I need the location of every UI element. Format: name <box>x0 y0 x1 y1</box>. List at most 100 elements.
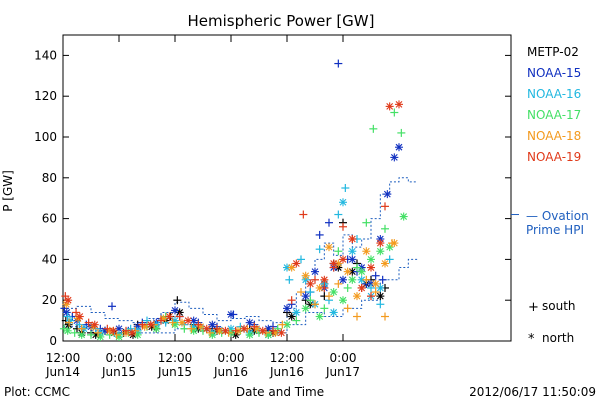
point-north-noaa-19 <box>184 316 193 325</box>
point-north-noaa-17 <box>357 267 366 276</box>
point-south-noaa-18 <box>334 279 343 288</box>
star-d2 <box>176 309 184 316</box>
point-south-noaa-17 <box>381 224 389 233</box>
star-d2 <box>190 327 198 335</box>
chart-title: Hemispheric Power [GW] <box>188 12 375 30</box>
y-tick-label: 0 <box>49 334 57 348</box>
point-north-noaa-16 <box>339 198 347 207</box>
point-south-noaa-17 <box>273 324 282 333</box>
point-south-noaa-17 <box>87 330 95 339</box>
point-north-noaa-19 <box>348 235 357 243</box>
point-north-metp-02 <box>376 292 385 301</box>
star-d2 <box>78 331 86 339</box>
x-tick-label-date: Jun16 <box>213 365 248 379</box>
point-north-noaa-18 <box>371 279 380 288</box>
star-d2 <box>302 292 310 300</box>
point-south-noaa-17 <box>292 316 301 325</box>
point-north-noaa-19 <box>376 239 385 248</box>
point-north-noaa-15 <box>383 190 392 199</box>
point-south-noaa-17 <box>397 128 406 137</box>
point-north-noaa-17 <box>385 243 394 252</box>
point-north-noaa-18 <box>390 239 399 248</box>
star-d2 <box>110 327 117 335</box>
point-south-noaa-17 <box>334 247 343 256</box>
point-south-noaa-18 <box>112 330 121 339</box>
point-north-noaa-19 <box>306 279 315 288</box>
ovation-hpi-line <box>63 177 519 334</box>
point-south-noaa-18 <box>362 275 371 284</box>
point-south-noaa-19 <box>367 292 375 301</box>
ovation-label-line1: — Ovation <box>526 209 589 223</box>
point-south-noaa-18 <box>353 312 361 321</box>
star-d2 <box>372 280 380 288</box>
point-south-noaa-19 <box>320 283 329 292</box>
legend-entry-metp-02: METP-02 <box>527 45 579 59</box>
point-north-noaa-19 <box>240 324 249 333</box>
star-d2 <box>283 321 291 329</box>
south-label: south <box>542 299 576 313</box>
point-north-noaa-17 <box>399 212 408 221</box>
point-north-noaa-17 <box>301 304 310 313</box>
legend-entry-noaa-19: NOAA-19 <box>527 150 581 164</box>
star-d2 <box>171 321 179 329</box>
point-south-noaa-18 <box>187 324 196 333</box>
y-tick-label: 40 <box>42 252 57 266</box>
point-north-noaa-17 <box>315 312 324 321</box>
point-north-noaa-19 <box>367 263 375 272</box>
x-tick-label-time: 0:00 <box>106 351 133 365</box>
point-north-noaa-15 <box>390 153 399 162</box>
point-south-noaa-18 <box>297 288 305 297</box>
point-north-noaa-18 <box>178 318 186 327</box>
point-south-metp-02 <box>173 296 182 305</box>
star-d2 <box>64 327 72 335</box>
point-north-noaa-17 <box>348 275 357 284</box>
point-south-noaa-16 <box>297 255 305 264</box>
star-d2 <box>166 313 173 320</box>
star-d2 <box>344 268 352 276</box>
star-d2 <box>330 260 338 267</box>
point-north-noaa-16 <box>66 316 74 325</box>
star-d2 <box>264 331 272 339</box>
star-d2 <box>339 198 347 206</box>
point-north-noaa-19 <box>385 102 394 111</box>
point-north-noaa-17 <box>339 296 347 305</box>
y-tick-label: 120 <box>34 89 57 103</box>
star-d2 <box>383 190 391 198</box>
star-d2 <box>302 272 310 280</box>
point-north-noaa-19 <box>277 328 286 337</box>
star-d2 <box>253 325 261 333</box>
star-d2 <box>358 268 366 276</box>
ovation-upper-step <box>63 177 418 324</box>
point-south-noaa-15 <box>315 230 324 239</box>
point-north-noaa-17 <box>283 320 291 329</box>
x-tick-label-time: 0:00 <box>218 351 245 365</box>
point-north-noaa-19 <box>146 320 155 329</box>
star-d2 <box>141 323 149 331</box>
star-d2 <box>283 304 291 312</box>
star-d2 <box>376 284 384 292</box>
star-d2 <box>367 256 375 263</box>
point-north-noaa-19 <box>90 320 99 329</box>
point-south-noaa-18 <box>381 312 389 321</box>
point-north-noaa-17 <box>329 288 338 297</box>
x-tick-label-time: 12:00 <box>158 351 193 365</box>
star-d2 <box>96 333 104 341</box>
star-d2 <box>348 247 356 255</box>
star-d2 <box>353 292 361 300</box>
star-d2 <box>330 288 338 296</box>
point-north-noaa-15 <box>62 308 71 317</box>
point-south-noaa-16 <box>334 210 343 219</box>
legend: METP-02 NOAA-15 NOAA-16 NOAA-17 NOAA-18 NOAA-… <box>527 45 581 164</box>
point-south-noaa-19 <box>339 222 347 231</box>
y-axis-ticks: 0 20 40 60 80 100 120 140 <box>34 48 511 348</box>
point-south-noaa-18 <box>65 318 74 327</box>
star-d2 <box>390 154 398 161</box>
point-north-noaa-17 <box>96 332 105 341</box>
star-d2 <box>246 319 254 327</box>
star-d2 <box>240 325 248 333</box>
legend-entry-noaa-16: NOAA-16 <box>527 87 581 101</box>
point-north-noaa-15 <box>348 255 357 264</box>
point-north-noaa-18 <box>362 247 371 256</box>
star-d2 <box>222 327 229 335</box>
point-south-noaa-19 <box>84 318 93 327</box>
